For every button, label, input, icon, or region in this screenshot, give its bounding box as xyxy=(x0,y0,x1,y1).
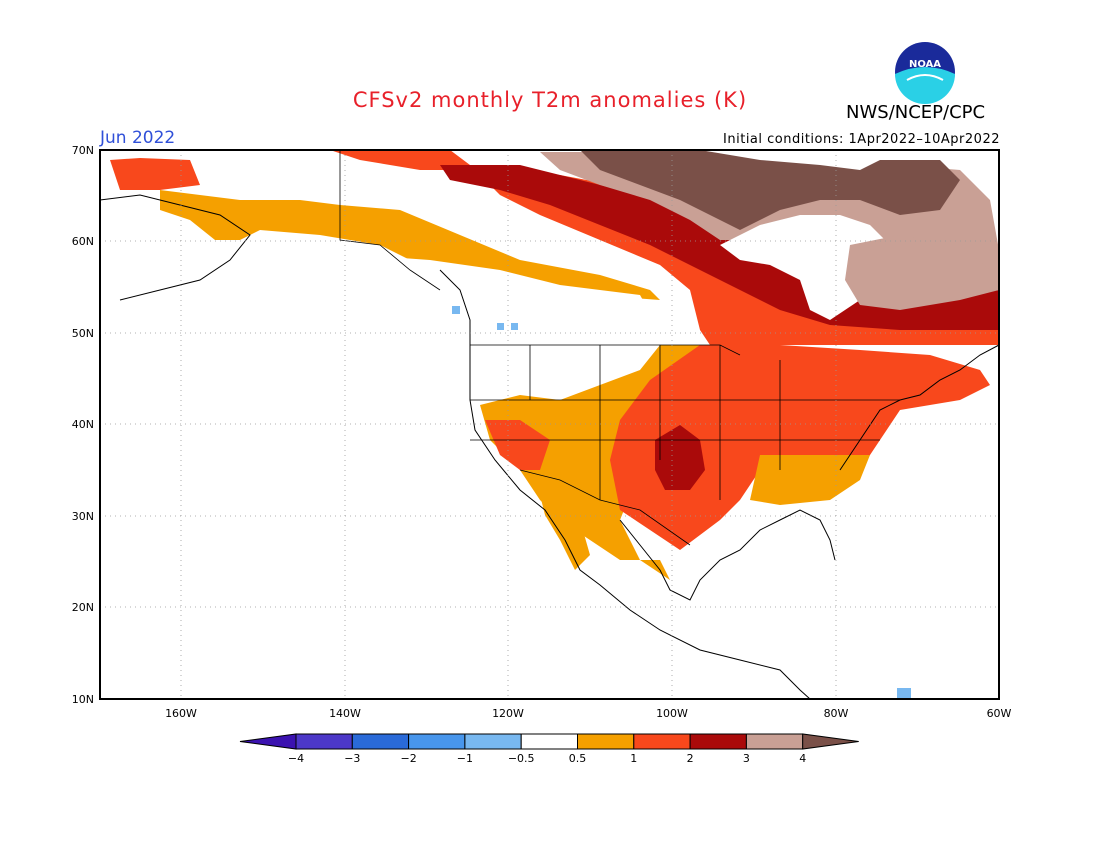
anomaly-region-2to3-plains xyxy=(655,425,705,490)
lon-label-100w: 100W xyxy=(656,707,688,720)
colorbar xyxy=(239,733,859,750)
colorbar-tick-label: −1 xyxy=(457,752,473,765)
colorbar-tick-label: −3 xyxy=(344,752,360,765)
anomaly-region-1to2-central-east-us xyxy=(610,345,990,550)
pacific-nw-blank xyxy=(360,255,660,345)
lat-label-30n: 30N xyxy=(72,510,94,523)
anomaly-cell-neg-2 xyxy=(497,323,504,330)
colorbar-tick-label: 1 xyxy=(630,752,637,765)
anomaly-region-05to1-baja xyxy=(535,475,590,570)
colorbar-extend-high xyxy=(802,733,859,750)
anomaly-region-05to1-southeast-us xyxy=(750,455,870,505)
lat-label-60n: 60N xyxy=(72,235,94,248)
noaa-logo-text: NOAA xyxy=(909,59,941,70)
anomaly-region-1to2-alaska-north xyxy=(110,158,200,190)
colorbar-tick-label: −0.5 xyxy=(508,752,535,765)
agency-label: NWS/NCEP/CPC xyxy=(846,102,986,123)
colorbar-tick-label: 4 xyxy=(799,752,806,765)
lon-label-160w: 160W xyxy=(165,707,197,720)
coastlines xyxy=(100,194,999,699)
map-title: CFSv2 monthly T2m anomalies (K) xyxy=(352,88,748,112)
lon-label-120w: 120W xyxy=(492,707,524,720)
colorbar-tick-label: 2 xyxy=(687,752,694,765)
colorbar-tick-label: −2 xyxy=(400,752,416,765)
colorbar-segment xyxy=(689,733,747,750)
lon-label-80w: 80W xyxy=(824,707,849,720)
lat-label-10n: 10N xyxy=(72,693,94,706)
country-borders xyxy=(339,150,900,546)
anomaly-region-1to2-southwest-us xyxy=(485,420,550,470)
hudson-bay-blank xyxy=(720,215,890,320)
anomaly-cell-neg-4 xyxy=(897,688,911,699)
colorbar-tick-label: 0.5 xyxy=(569,752,587,765)
colorbar-segment xyxy=(577,733,635,750)
colorbar-segment xyxy=(295,733,353,750)
lat-label-70n: 70N xyxy=(72,144,94,157)
colorbar-tick-label: −4 xyxy=(288,752,304,765)
forecast-month-label: Jun 2022 xyxy=(100,128,176,148)
anomaly-region-05to1-alaska xyxy=(160,190,660,300)
colorbar-segment xyxy=(408,733,466,750)
anomaly-cell-neg-1 xyxy=(452,306,460,314)
lat-label-20n: 20N xyxy=(72,601,94,614)
lon-label-140w: 140W xyxy=(329,707,361,720)
colorbar-segment xyxy=(745,733,804,750)
lat-label-50n: 50N xyxy=(72,327,94,340)
initial-conditions-label: Initial conditions: 1Apr2022–10Apr2022 xyxy=(723,132,1000,147)
colorbar-segment xyxy=(464,733,522,750)
colorbar-segment xyxy=(520,733,579,750)
colorbar-segment xyxy=(351,733,410,750)
lon-label-60w: 60W xyxy=(987,707,1012,720)
noaa-logo-icon: NOAA xyxy=(895,42,955,104)
colorbar-extend-low xyxy=(239,733,297,750)
anomaly-region-3to4-quebec xyxy=(845,235,999,310)
anomaly-region-gt4-arctic xyxy=(580,150,960,230)
colorbar-segment xyxy=(633,733,691,750)
map-frame xyxy=(99,149,1000,700)
anomaly-cell-neg-3 xyxy=(511,323,518,330)
lat-label-40n: 40N xyxy=(72,418,94,431)
colorbar-tick-label: 3 xyxy=(743,752,750,765)
